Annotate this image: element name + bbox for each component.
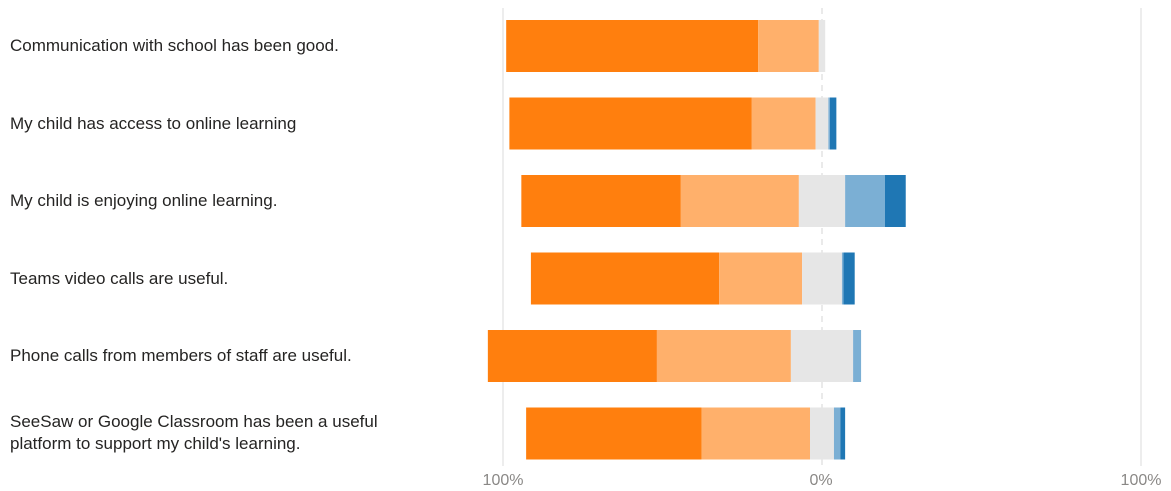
- bar-segment-row2-series5: [829, 97, 837, 150]
- bar-segment-row1-series3: [818, 20, 826, 72]
- bar-segment-row4-series4: [841, 252, 844, 305]
- bar-segment-row2-series2: [751, 97, 816, 150]
- bar-segment-row4-series5: [843, 252, 855, 305]
- bar-segment-row1-series1: [506, 20, 759, 72]
- bar-segment-row6-series3: [810, 407, 834, 460]
- bar-segment-row5-series4: [853, 330, 862, 382]
- bar-segment-row2-series3: [815, 97, 829, 150]
- category-label: Phone calls from members of staff are us…: [10, 346, 352, 365]
- bar-segment-row5-series3: [790, 330, 854, 382]
- x-tick-center: 0%: [809, 472, 833, 489]
- bar-segment-row5-series1: [487, 330, 657, 382]
- bar-segment-row3-series5: [885, 175, 906, 227]
- x-tick-right: 100%: [1120, 472, 1162, 489]
- bar-segment-row3-series3: [798, 175, 846, 227]
- category-label: SeeSaw or Google Classroom has been a us…: [10, 411, 378, 453]
- bar-segment-row4-series1: [530, 252, 720, 305]
- bar-segment-row6-series5: [840, 407, 846, 460]
- bar-segment-row6-series2: [701, 407, 811, 460]
- bar-segment-row6-series1: [526, 407, 702, 460]
- bar-segment-row3-series2: [680, 175, 799, 227]
- category-label: Teams video calls are useful.: [10, 268, 229, 288]
- category-label: My child has access to online learning: [10, 113, 297, 133]
- category-label: Communication with school has been good.: [10, 36, 339, 55]
- bar-segment-row2-series1: [509, 97, 752, 150]
- bar-segment-row1-series2: [758, 20, 819, 72]
- x-tick-left: 100%: [482, 472, 524, 489]
- category-label: My child is enjoying online learning.: [10, 191, 278, 210]
- bar-segment-row5-series2: [656, 330, 791, 382]
- bar-segment-row3-series4: [845, 175, 886, 227]
- bar-segment-row6-series4: [833, 407, 841, 460]
- bar-segment-row3-series1: [521, 175, 681, 227]
- bar-segment-row4-series3: [802, 252, 842, 305]
- bar-segment-row4-series2: [719, 252, 803, 305]
- bar-segment-row2-series4: [828, 97, 830, 150]
